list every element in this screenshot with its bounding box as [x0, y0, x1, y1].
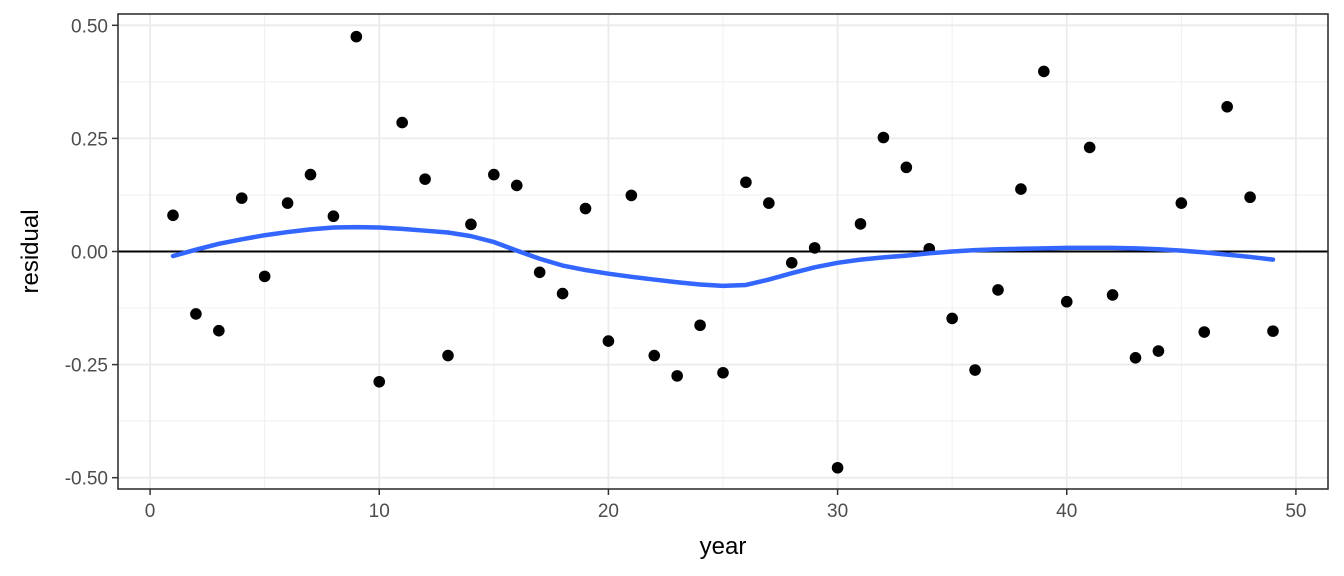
data-point: [831, 461, 844, 474]
data-point: [488, 168, 500, 181]
data-point: [442, 349, 454, 362]
data-point: [235, 192, 248, 204]
data-point: [1267, 325, 1279, 337]
data-point: [1175, 197, 1188, 209]
y-tick-label: -0.25: [65, 356, 108, 377]
data-point: [740, 176, 752, 189]
x-tick-label: 0: [145, 501, 156, 522]
data-point: [419, 173, 431, 185]
data-point: [992, 284, 1004, 296]
data-point: [602, 335, 615, 347]
data-point: [694, 319, 706, 332]
data-point: [1129, 352, 1142, 364]
data-point: [350, 30, 363, 43]
y-tick-label: 0.50: [71, 16, 108, 37]
data-point: [900, 161, 913, 174]
data-point: [1244, 191, 1256, 204]
data-point: [877, 131, 890, 144]
data-point: [1221, 100, 1233, 113]
smooth-trend-line: [170, 224, 1276, 289]
data-point: [1060, 295, 1073, 308]
data-point: [373, 375, 386, 388]
data-point: [304, 168, 317, 181]
data-point: [717, 366, 729, 379]
data-point: [625, 189, 638, 202]
data-point: [258, 270, 271, 283]
data-point: [190, 308, 202, 320]
data-point: [167, 209, 179, 222]
x-axis: 0 10 20 30 40 50: [145, 489, 1306, 522]
data-point: [648, 349, 661, 362]
data-point: [579, 202, 592, 215]
data-point: [396, 116, 408, 129]
y-tick-label: 0.00: [71, 243, 108, 264]
data-point: [556, 287, 569, 300]
y-tick-label: 0.25: [71, 129, 108, 150]
y-axis-title: residual: [17, 209, 44, 293]
data-point: [213, 324, 225, 337]
data-point: [808, 242, 821, 254]
data-point: [763, 197, 775, 209]
data-point: [465, 218, 477, 231]
data-point: [510, 179, 523, 192]
y-tick-label: -0.50: [65, 469, 108, 490]
data-point: [1038, 65, 1050, 78]
x-tick-label: 20: [598, 501, 619, 522]
data-point: [281, 197, 294, 209]
data-point: [946, 312, 958, 325]
data-point: [1198, 326, 1211, 338]
data-point: [854, 218, 867, 230]
x-tick-label: 50: [1285, 501, 1306, 522]
x-tick-label: 30: [827, 501, 848, 522]
data-point: [1152, 345, 1165, 357]
x-tick-label: 40: [1056, 501, 1077, 522]
data-point: [533, 266, 546, 279]
data-point: [1083, 141, 1096, 154]
y-axis: -0.50 -0.25 0.00 0.25 0.50: [65, 16, 118, 490]
x-tick-label: 10: [369, 501, 390, 522]
data-point: [327, 210, 340, 223]
data-point: [671, 370, 683, 382]
residual-points: [167, 30, 1279, 474]
x-axis-title: year: [700, 533, 747, 560]
data-point: [785, 257, 798, 269]
data-point: [1106, 289, 1119, 301]
data-point: [969, 364, 981, 376]
data-point: [1015, 183, 1027, 195]
